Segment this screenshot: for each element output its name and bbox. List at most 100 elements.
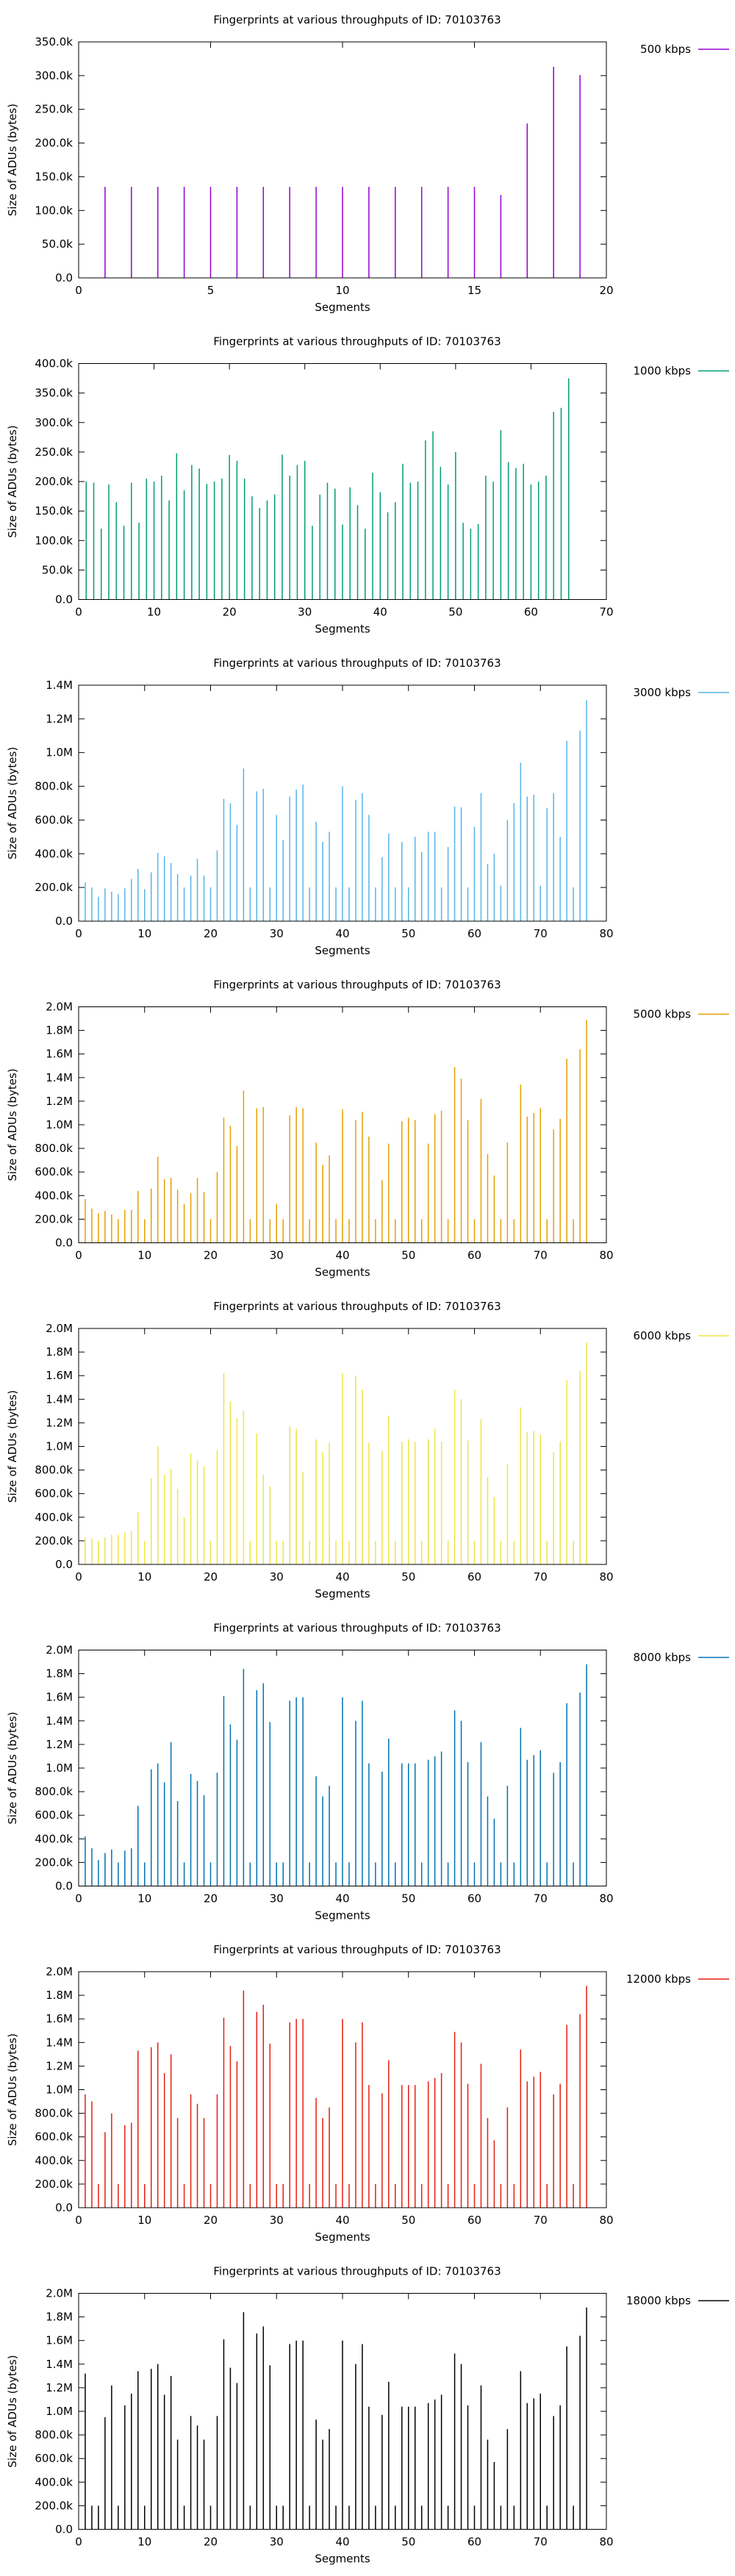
y-tick-label: 1.4M bbox=[46, 679, 73, 692]
y-tick-label: 350.0k bbox=[35, 35, 73, 49]
x-axis-label: Segments bbox=[315, 2230, 370, 2244]
plot-frame bbox=[78, 1328, 607, 1565]
y-tick-label: 1.0M bbox=[46, 2405, 73, 2418]
x-tick-label: 0 bbox=[75, 2536, 82, 2549]
x-tick-label: 70 bbox=[534, 1570, 548, 1584]
y-tick-label: 1.6M bbox=[46, 2012, 73, 2025]
x-tick-label: 60 bbox=[467, 1570, 481, 1584]
x-tick-label: 5 bbox=[207, 284, 215, 297]
plot-frame bbox=[78, 41, 607, 279]
y-tick-label: 800.0k bbox=[35, 2107, 73, 2120]
x-tick-label: 70 bbox=[534, 1892, 548, 1906]
chart-title: Fingerprints at various throughputs of I… bbox=[213, 1943, 501, 1956]
x-axis-label: Segments bbox=[315, 623, 370, 636]
y-tick-label: 1.0M bbox=[46, 1118, 73, 1131]
y-tick-label: 100.0k bbox=[35, 534, 73, 547]
x-tick-label: 60 bbox=[467, 927, 481, 940]
x-tick-label: 30 bbox=[270, 927, 284, 940]
y-tick-label: 2.0M bbox=[46, 1965, 73, 1978]
y-tick-label: 1.4M bbox=[46, 1714, 73, 1728]
x-tick-label: 40 bbox=[335, 1249, 349, 1262]
x-tick-label: 30 bbox=[270, 2214, 284, 2227]
x-tick-label: 0 bbox=[75, 606, 82, 619]
chart-title: Fingerprints at various throughputs of I… bbox=[213, 1300, 501, 1313]
y-tick-label: 400.0k bbox=[35, 1832, 73, 1845]
y-tick-label: 800.0k bbox=[35, 780, 73, 793]
y-axis-label: Size of ADUs (bytes) bbox=[6, 1068, 19, 1181]
x-tick-label: 30 bbox=[270, 2536, 284, 2549]
y-tick-label: 200.0k bbox=[35, 2178, 73, 2191]
x-tick-label: 40 bbox=[335, 2536, 349, 2549]
y-tick-label: 800.0k bbox=[35, 1464, 73, 1477]
x-tick-label: 60 bbox=[467, 2536, 481, 2549]
chart-title: Fingerprints at various throughputs of I… bbox=[213, 335, 501, 348]
y-tick-label: 1.8M bbox=[46, 1345, 73, 1359]
x-tick-label: 0 bbox=[75, 927, 82, 940]
y-tick-label: 400.0k bbox=[35, 2154, 73, 2167]
x-tick-label: 20 bbox=[204, 1892, 218, 1906]
y-tick-label: 1.6M bbox=[46, 1048, 73, 1061]
chart-title: Fingerprints at various throughputs of I… bbox=[213, 656, 501, 670]
legend-label: 500 kbps bbox=[640, 43, 691, 56]
y-tick-label: 350.0k bbox=[35, 387, 73, 400]
y-tick-label: 0.0 bbox=[55, 1237, 73, 1250]
x-axis-label: Segments bbox=[315, 301, 370, 314]
x-tick-label: 10 bbox=[137, 2536, 151, 2549]
x-tick-label: 0 bbox=[75, 1892, 82, 1906]
x-tick-label: 80 bbox=[599, 1249, 613, 1262]
x-tick-label: 50 bbox=[401, 1249, 415, 1262]
x-tick-label: 10 bbox=[335, 284, 349, 297]
y-tick-label: 1.0M bbox=[46, 2083, 73, 2097]
y-axis-label: Size of ADUs (bytes) bbox=[6, 747, 19, 859]
y-tick-label: 1.2M bbox=[46, 712, 73, 726]
y-tick-label: 2.0M bbox=[46, 2287, 73, 2300]
y-tick-label: 2.0M bbox=[46, 1322, 73, 1335]
x-tick-label: 60 bbox=[524, 606, 538, 619]
y-tick-label: 1.2M bbox=[46, 2059, 73, 2072]
legend-label: 8000 kbps bbox=[634, 1651, 692, 1664]
y-tick-label: 1.8M bbox=[46, 2311, 73, 2324]
x-tick-label: 50 bbox=[401, 1892, 415, 1906]
plot-frame bbox=[78, 1971, 607, 2208]
chart-title: Fingerprints at various throughputs of I… bbox=[213, 2265, 501, 2278]
y-tick-label: 1.4M bbox=[46, 1392, 73, 1406]
x-tick-label: 60 bbox=[467, 1249, 481, 1262]
y-tick-label: 400.0k bbox=[35, 1511, 73, 1524]
y-tick-label: 1.8M bbox=[46, 1024, 73, 1037]
y-tick-label: 100.0k bbox=[35, 204, 73, 217]
chart-panel: Fingerprints at various throughputs of I… bbox=[6, 2265, 729, 2566]
x-tick-label: 30 bbox=[270, 1570, 284, 1584]
x-tick-label: 80 bbox=[599, 1570, 613, 1584]
y-tick-label: 0.0 bbox=[55, 2201, 73, 2214]
plot-frame bbox=[78, 1006, 607, 1243]
y-axis-label: Size of ADUs (bytes) bbox=[6, 1390, 19, 1503]
chart-panel: Fingerprints at various throughputs of I… bbox=[6, 1300, 729, 1600]
x-axis-label: Segments bbox=[315, 1266, 370, 1279]
y-axis-label: Size of ADUs (bytes) bbox=[6, 2355, 19, 2467]
y-tick-label: 1.6M bbox=[46, 1369, 73, 1382]
x-tick-label: 15 bbox=[467, 284, 481, 297]
chart-title: Fingerprints at various throughputs of I… bbox=[213, 978, 501, 992]
y-tick-label: 300.0k bbox=[35, 69, 73, 82]
y-tick-label: 200.0k bbox=[35, 137, 73, 150]
x-tick-label: 20 bbox=[204, 1249, 218, 1262]
plot-frame bbox=[78, 2293, 607, 2530]
x-tick-label: 40 bbox=[335, 1892, 349, 1906]
plot-frame bbox=[78, 1650, 607, 1886]
legend-label: 5000 kbps bbox=[634, 1008, 692, 1021]
y-tick-label: 1.2M bbox=[46, 1738, 73, 1751]
y-axis-label: Size of ADUs (bytes) bbox=[6, 104, 19, 216]
x-tick-label: 10 bbox=[137, 1249, 151, 1262]
x-tick-label: 70 bbox=[534, 1249, 548, 1262]
legend-label: 1000 kbps bbox=[634, 365, 692, 378]
y-axis-label: Size of ADUs (bytes) bbox=[6, 2033, 19, 2146]
y-tick-label: 0.0 bbox=[55, 1558, 73, 1571]
x-tick-label: 50 bbox=[448, 606, 462, 619]
chart-title: Fingerprints at various throughputs of I… bbox=[213, 13, 501, 26]
y-tick-label: 250.0k bbox=[35, 446, 73, 459]
y-tick-label: 1.0M bbox=[46, 1761, 73, 1775]
x-tick-label: 40 bbox=[335, 2214, 349, 2227]
chart-panel: Fingerprints at various throughputs of I… bbox=[6, 978, 729, 1279]
chart-panel: Fingerprints at various throughputs of I… bbox=[6, 335, 729, 636]
y-axis-label: Size of ADUs (bytes) bbox=[6, 425, 19, 537]
